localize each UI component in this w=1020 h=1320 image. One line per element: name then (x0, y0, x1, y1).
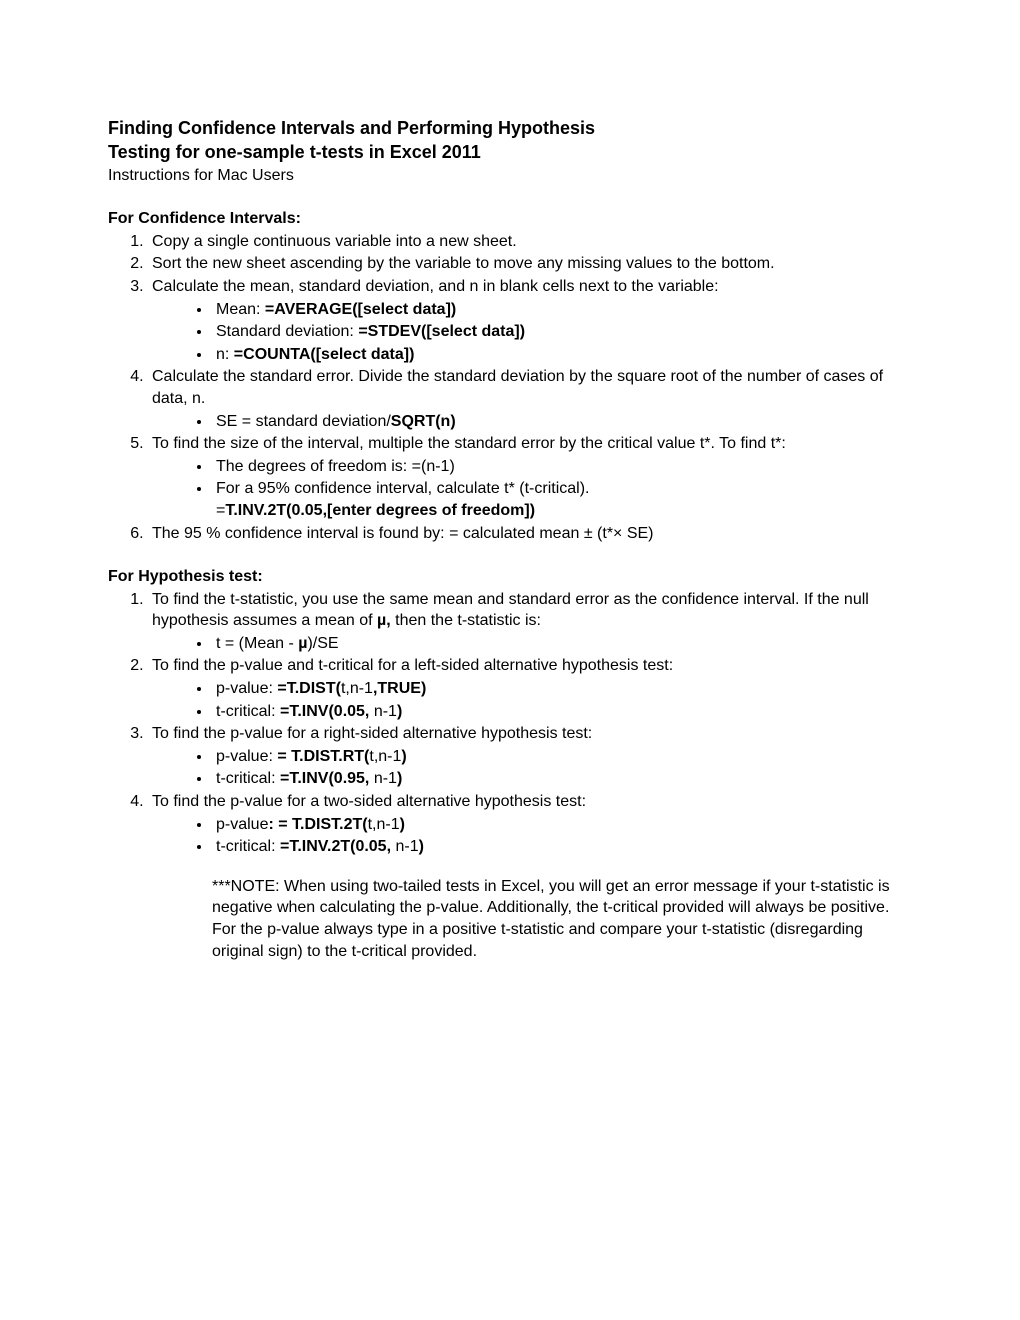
ci-item-3-text: Calculate the mean, standard deviation, … (152, 278, 719, 295)
ci-item-5: To find the size of the interval, multip… (148, 433, 912, 521)
ht-item-4b2-pre: t-critical: (216, 838, 280, 855)
ci-item-5b2-l2-bold: T.INV.2T(0.05,[enter degrees of freedom]… (225, 502, 535, 519)
ht-item-2-bullets: p-value: =T.DIST(t,n-1,TRUE) t-critical:… (152, 678, 912, 722)
document-title: Finding Confidence Intervals and Perform… (108, 116, 912, 186)
ht-item-2b2: t-critical: =T.INV(0.05, n-1) (212, 701, 912, 723)
ht-note: ***NOTE: When using two-tailed tests in … (212, 876, 912, 962)
ht-item-4b1-mid: t,n-1 (368, 816, 400, 833)
ht-item-2b2-b1: =T.INV(0.05, (280, 703, 369, 720)
ci-item-3b2-bold: =STDEV([select data]) (358, 323, 525, 340)
ht-item-4b2-b1: =T.INV.2T(0.05, (280, 838, 391, 855)
ht-item-1b1-post: )/SE (307, 635, 338, 652)
document-page: Finding Confidence Intervals and Perform… (0, 0, 1020, 1320)
ht-item-4b1-pre: p-value (216, 816, 268, 833)
ht-item-3b2: t-critical: =T.INV(0.95, n-1) (212, 768, 912, 790)
ci-item-5b2-l1: For a 95% confidence interval, calculate… (216, 480, 589, 497)
ci-item-2: Sort the new sheet ascending by the vari… (148, 253, 912, 275)
ht-item-2b1: p-value: =T.DIST(t,n-1,TRUE) (212, 678, 912, 700)
ht-item-2b2-mid: n-1 (369, 703, 397, 720)
ht-item-4: To find the p-value for a two-sided alte… (148, 791, 912, 962)
ci-item-4b1: SE = standard deviation/SQRT(n) (212, 411, 912, 433)
ht-item-3b1-b2: ) (401, 748, 406, 765)
ht-item-2b1-pre: p-value: (216, 680, 277, 697)
ht-item-3b2-pre: t-critical: (216, 770, 280, 787)
ht-item-1b1-pre: t = (Mean - (216, 635, 298, 652)
ci-item-3b3: n: =COUNTA([select data]) (212, 344, 912, 366)
ci-item-3b3-bold: =COUNTA([select data]) (234, 346, 415, 363)
ht-item-4b1-b1: : = T.DIST.2T( (268, 816, 367, 833)
ht-item-3b1-mid: t,n-1 (369, 748, 401, 765)
ci-item-3-bullets: Mean: =AVERAGE([select data]) Standard d… (152, 299, 912, 366)
ht-item-3b2-b1: =T.INV(0.95, (280, 770, 369, 787)
ci-list: Copy a single continuous variable into a… (108, 231, 912, 544)
ht-item-3b2-b2: ) (397, 770, 402, 787)
ht-item-4-text: To find the p-value for a two-sided alte… (152, 793, 586, 810)
ht-item-3-bullets: p-value: = T.DIST.RT(t,n-1) t-critical: … (152, 746, 912, 790)
ht-item-1b1: t = (Mean - µ)/SE (212, 633, 912, 655)
ci-item-5b1: The degrees of freedom is: =(n-1) (212, 456, 912, 478)
ht-list: To find the t-statistic, you use the sam… (108, 589, 912, 963)
ht-item-4-bullets: p-value: = T.DIST.2T(t,n-1) t-critical: … (152, 814, 912, 858)
ht-item-2b1-mid: t,n-1 (341, 680, 373, 697)
ci-item-4b1-bold: SQRT(n) (391, 413, 456, 430)
ci-item-4b1-pre: SE = standard deviation/ (216, 413, 391, 430)
ht-item-2b2-pre: t-critical: (216, 703, 280, 720)
ci-item-6: The 95 % confidence interval is found by… (148, 523, 912, 545)
ht-item-4b1: p-value: = T.DIST.2T(t,n-1) (212, 814, 912, 836)
ht-item-2b2-b2: ) (397, 703, 402, 720)
ht-item-4b1-b2: ) (400, 816, 405, 833)
ci-item-5b2-l2-pre: = (216, 502, 225, 519)
title-line-1: Finding Confidence Intervals and Perform… (108, 116, 912, 140)
ci-item-5-text: To find the size of the interval, multip… (152, 435, 786, 452)
ht-item-3: To find the p-value for a right-sided al… (148, 723, 912, 790)
ci-item-3b1-pre: Mean: (216, 301, 265, 318)
ht-item-3b1: p-value: = T.DIST.RT(t,n-1) (212, 746, 912, 768)
ht-item-2-text: To find the p-value and t-critical for a… (152, 657, 673, 674)
ci-item-3b3-pre: n: (216, 346, 234, 363)
ht-item-2b1-b2: ,TRUE) (373, 680, 426, 697)
ci-item-3: Calculate the mean, standard deviation, … (148, 276, 912, 365)
ht-item-4b2: t-critical: =T.INV.2T(0.05, n-1) (212, 836, 912, 858)
ci-heading: For Confidence Intervals: (108, 208, 912, 230)
ht-item-3b1-b1: = T.DIST.RT( (277, 748, 369, 765)
ci-item-1: Copy a single continuous variable into a… (148, 231, 912, 253)
ht-item-4b2-b2: ) (419, 838, 424, 855)
ci-item-5b2: For a 95% confidence interval, calculate… (212, 478, 912, 521)
ht-item-1: To find the t-statistic, you use the sam… (148, 589, 912, 655)
title-subtitle: Instructions for Mac Users (108, 165, 912, 187)
ci-item-3b1: Mean: =AVERAGE([select data]) (212, 299, 912, 321)
ci-item-4: Calculate the standard error. Divide the… (148, 366, 912, 432)
ci-item-3b2: Standard deviation: =STDEV([select data]… (212, 321, 912, 343)
ci-item-3b2-pre: Standard deviation: (216, 323, 358, 340)
ht-item-1-mu: µ, (377, 612, 391, 629)
ht-heading: For Hypothesis test: (108, 566, 912, 588)
ht-item-2b1-b1: =T.DIST( (277, 680, 341, 697)
ht-item-1-b: then the t-statistic is: (391, 612, 541, 629)
ci-item-5-bullets: The degrees of freedom is: =(n-1) For a … (152, 456, 912, 522)
ci-item-4-text: Calculate the standard error. Divide the… (152, 368, 883, 407)
ht-item-1-bullets: t = (Mean - µ)/SE (152, 633, 912, 655)
ht-item-3b1-pre: p-value: (216, 748, 277, 765)
ci-item-3b1-bold: =AVERAGE([select data]) (265, 301, 456, 318)
ht-item-3b2-mid: n-1 (369, 770, 397, 787)
title-line-2: Testing for one-sample t-tests in Excel … (108, 140, 912, 164)
ci-item-4-bullets: SE = standard deviation/SQRT(n) (152, 411, 912, 433)
ht-item-2: To find the p-value and t-critical for a… (148, 655, 912, 722)
ht-item-4b2-mid: n-1 (391, 838, 419, 855)
ht-item-3-text: To find the p-value for a right-sided al… (152, 725, 592, 742)
